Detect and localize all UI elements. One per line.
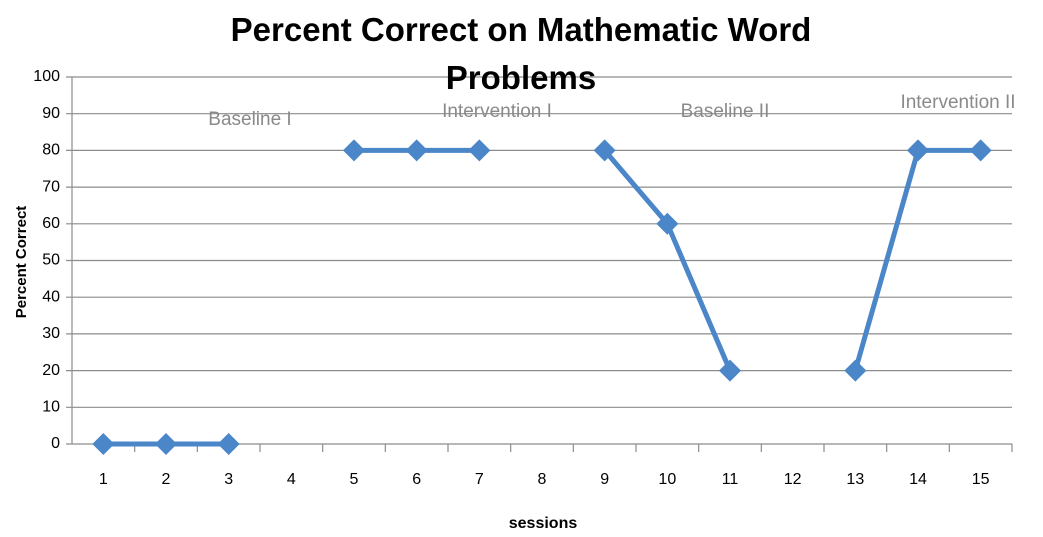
x-tick-label: 14: [909, 471, 927, 488]
data-point: [844, 359, 867, 382]
y-tick-label: 80: [42, 142, 60, 159]
x-tick-label: 1: [99, 471, 108, 488]
phase-label: Intervention II: [900, 92, 1015, 113]
x-tick-label: 13: [846, 471, 864, 488]
y-tick-label: 90: [42, 105, 60, 122]
y-tick-label: 60: [42, 215, 60, 232]
x-tick-label: 7: [475, 471, 484, 488]
y-tick-label: 40: [42, 288, 60, 305]
x-tick-label: 12: [784, 471, 802, 488]
y-tick-label: 0: [51, 435, 60, 452]
data-point: [468, 139, 491, 162]
y-tick-label: 70: [42, 178, 60, 195]
data-point: [155, 433, 177, 455]
x-tick-label: 5: [350, 471, 359, 488]
phase-label: Baseline I: [208, 109, 291, 130]
y-tick-label: 50: [42, 252, 60, 269]
data-point: [593, 139, 616, 162]
chart-title: Percent Correct on Mathematic Word Probl…: [230, 11, 812, 96]
x-tick-label: 15: [972, 471, 990, 488]
data-point: [656, 212, 679, 235]
data-point: [719, 359, 741, 382]
x-axis-label: sessions: [509, 515, 578, 532]
x-tick-label: 3: [224, 471, 233, 488]
x-tick-label: 2: [162, 471, 171, 488]
data-point: [405, 139, 428, 162]
data-point: [217, 433, 240, 455]
y-tick-label: 100: [33, 68, 60, 85]
y-tick-label: 20: [42, 362, 60, 379]
data-point: [969, 139, 992, 162]
x-tick-label: 10: [658, 471, 676, 488]
phase-label: Baseline II: [681, 101, 770, 122]
y-tick-label: 30: [42, 325, 60, 342]
data-point: [92, 433, 115, 455]
x-tick-label: 6: [412, 471, 421, 488]
x-tick-label: 11: [722, 471, 739, 488]
data-point: [343, 139, 365, 162]
phase-label: Intervention I: [442, 101, 552, 122]
data-point: [907, 139, 929, 162]
y-tick-label: 10: [42, 399, 60, 416]
y-axis-label: Percent Correct: [13, 206, 30, 319]
x-tick-label: 8: [538, 471, 547, 488]
x-tick-label: 4: [287, 471, 296, 488]
x-tick-label: 9: [600, 471, 609, 488]
